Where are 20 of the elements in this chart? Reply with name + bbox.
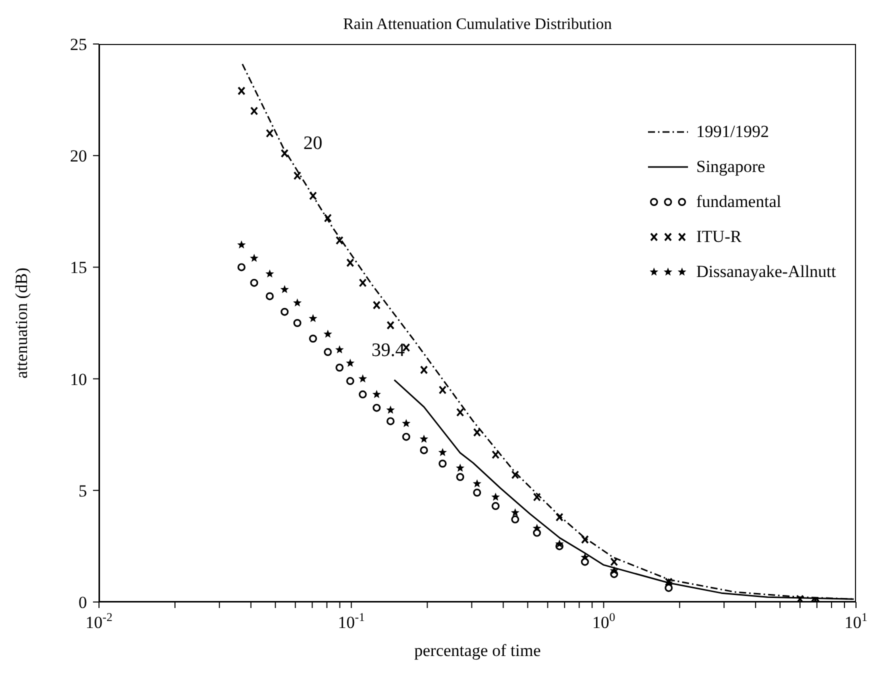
legend-label: ITU-R [696, 226, 742, 246]
x-tick-label: 10$^{-1}$ [338, 610, 365, 632]
x-tick-label: 10$^{1}$ [844, 610, 868, 632]
y-tick-label: 25 [70, 35, 87, 54]
legend-label: Dissanayake-Allnutt [696, 262, 836, 282]
y-tick-label: 0 [78, 593, 87, 612]
y-tick-label: 20 [70, 146, 87, 166]
x-axis-title: percentage of time [414, 641, 541, 660]
y-tick-label: 5 [78, 481, 87, 500]
legend-label: 1991/1992 [696, 122, 769, 142]
x-tick-label: 10$^{-2}$ [86, 610, 113, 632]
y-tick-label: 15 [70, 258, 87, 278]
legend-label: fundamental [696, 192, 782, 212]
chart-title: Rain Attenuation Cumulative Distribution [342, 16, 613, 34]
annotation: 20 [303, 133, 322, 156]
x-tick-label: 10$^{0}$ [592, 610, 616, 632]
legend-label: Singapore [696, 156, 766, 176]
y-axis-title: attenuation (dB) [12, 268, 32, 378]
y-tick-label: 10 [70, 370, 87, 389]
annotation: 39.4 [372, 340, 405, 362]
